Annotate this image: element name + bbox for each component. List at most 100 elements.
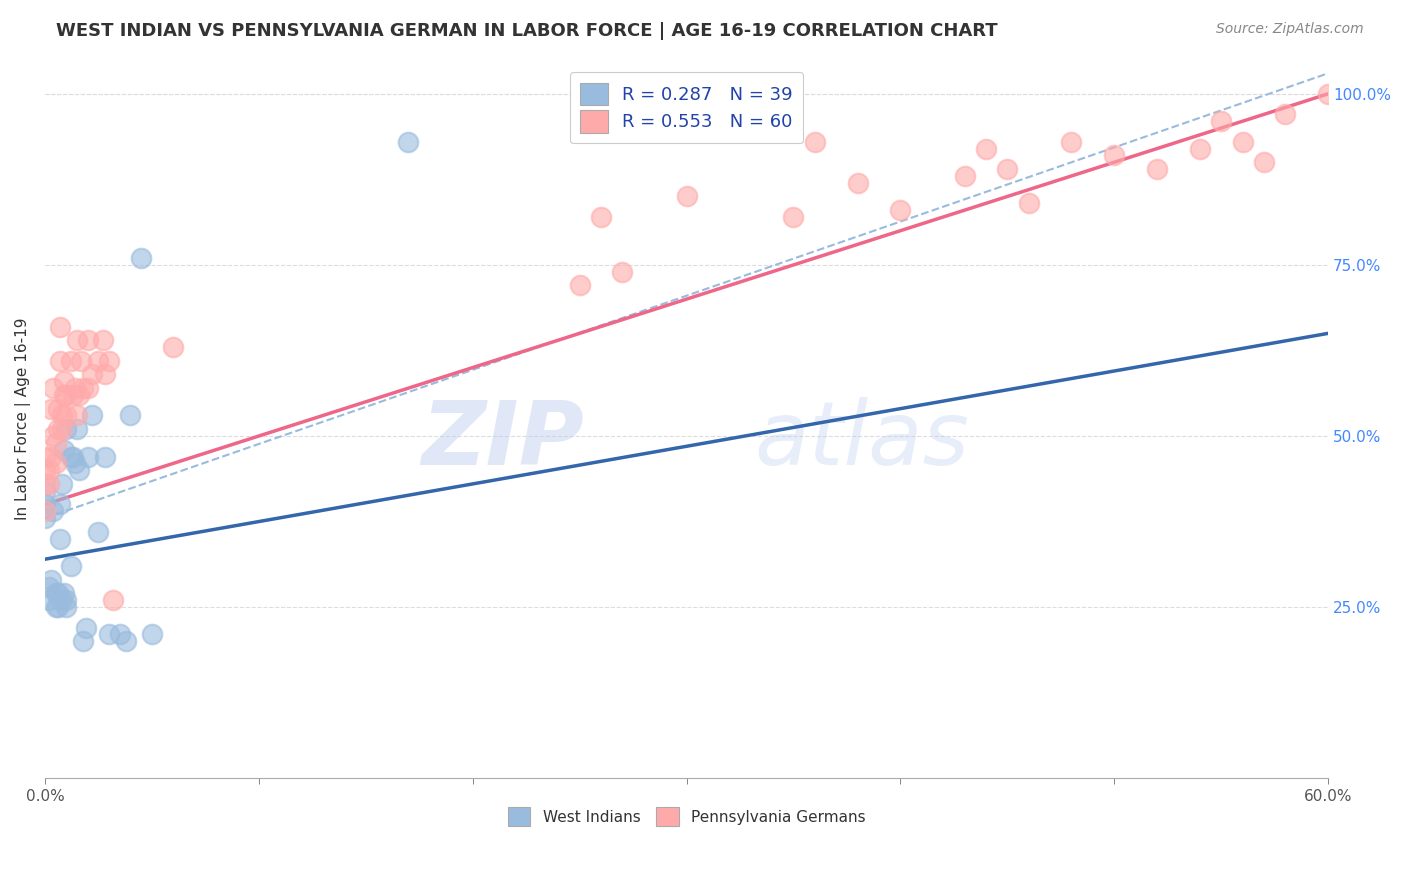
Point <box>39 450 62 464</box>
Point <box>66 409 89 423</box>
Point <box>49 353 72 368</box>
Y-axis label: In Labor Force | Age 16-19: In Labor Force | Age 16-19 <box>15 318 31 520</box>
Point <box>953 169 976 183</box>
Point <box>103 593 125 607</box>
Point <box>72 381 94 395</box>
Point <box>55 422 77 436</box>
Point <box>45 457 67 471</box>
Point <box>59 353 82 368</box>
Point <box>42 429 65 443</box>
Point <box>51 593 73 607</box>
Point <box>66 422 89 436</box>
Point <box>76 333 98 347</box>
Point <box>1317 87 1340 101</box>
Point <box>38 593 60 607</box>
Point <box>1104 148 1126 162</box>
Point <box>1253 155 1275 169</box>
Point <box>76 381 98 395</box>
Point <box>53 374 76 388</box>
Point <box>98 353 121 368</box>
Point <box>612 265 634 279</box>
Point <box>1060 135 1083 149</box>
Point <box>46 600 69 615</box>
Point <box>49 319 72 334</box>
Point <box>34 450 56 464</box>
Point <box>67 388 90 402</box>
Point <box>120 409 142 423</box>
Point <box>45 586 67 600</box>
Point <box>72 634 94 648</box>
Point <box>45 435 67 450</box>
Point <box>59 559 82 574</box>
Point <box>38 463 60 477</box>
Point <box>589 210 612 224</box>
Point <box>45 600 67 615</box>
Point <box>53 586 76 600</box>
Point <box>995 162 1018 177</box>
Point <box>46 422 69 436</box>
Point <box>398 135 420 149</box>
Point <box>49 498 72 512</box>
Point <box>46 586 69 600</box>
Point <box>889 203 911 218</box>
Point <box>98 627 121 641</box>
Point <box>34 483 56 498</box>
Point <box>568 278 591 293</box>
Point <box>49 532 72 546</box>
Point <box>846 176 869 190</box>
Point <box>87 524 110 539</box>
Point <box>34 504 56 518</box>
Point <box>70 353 93 368</box>
Point <box>51 477 73 491</box>
Point <box>675 189 697 203</box>
Point <box>1232 135 1254 149</box>
Point <box>34 511 56 525</box>
Point <box>38 477 60 491</box>
Point <box>42 381 65 395</box>
Point <box>34 463 56 477</box>
Point <box>974 142 997 156</box>
Point <box>62 388 84 402</box>
Point <box>55 593 77 607</box>
Point <box>53 442 76 457</box>
Point <box>53 388 76 402</box>
Point <box>91 333 114 347</box>
Point <box>62 450 84 464</box>
Point <box>1274 107 1296 121</box>
Point <box>115 634 138 648</box>
Point <box>1211 114 1233 128</box>
Text: ZIP: ZIP <box>422 397 583 484</box>
Point <box>63 381 86 395</box>
Text: Source: ZipAtlas.com: Source: ZipAtlas.com <box>1216 22 1364 37</box>
Point <box>804 135 827 149</box>
Point <box>129 251 152 265</box>
Point <box>66 333 89 347</box>
Point <box>39 401 62 416</box>
Point <box>55 600 77 615</box>
Point <box>94 450 117 464</box>
Point <box>51 409 73 423</box>
Text: WEST INDIAN VS PENNSYLVANIA GERMAN IN LABOR FORCE | AGE 16-19 CORRELATION CHART: WEST INDIAN VS PENNSYLVANIA GERMAN IN LA… <box>56 22 998 40</box>
Point <box>87 353 110 368</box>
Point <box>38 580 60 594</box>
Point <box>34 477 56 491</box>
Point <box>1188 142 1211 156</box>
Point <box>55 388 77 402</box>
Point <box>94 368 117 382</box>
Point <box>39 573 62 587</box>
Point <box>76 450 98 464</box>
Point <box>108 627 131 641</box>
Point <box>51 422 73 436</box>
Point <box>59 450 82 464</box>
Point <box>75 621 97 635</box>
Point <box>1146 162 1168 177</box>
Point <box>67 463 90 477</box>
Point <box>80 368 103 382</box>
Point <box>42 504 65 518</box>
Point <box>782 210 804 224</box>
Point <box>141 627 163 641</box>
Legend: West Indians, Pennsylvania Germans: West Indians, Pennsylvania Germans <box>498 798 875 835</box>
Point <box>63 457 86 471</box>
Point <box>1018 196 1040 211</box>
Point <box>34 498 56 512</box>
